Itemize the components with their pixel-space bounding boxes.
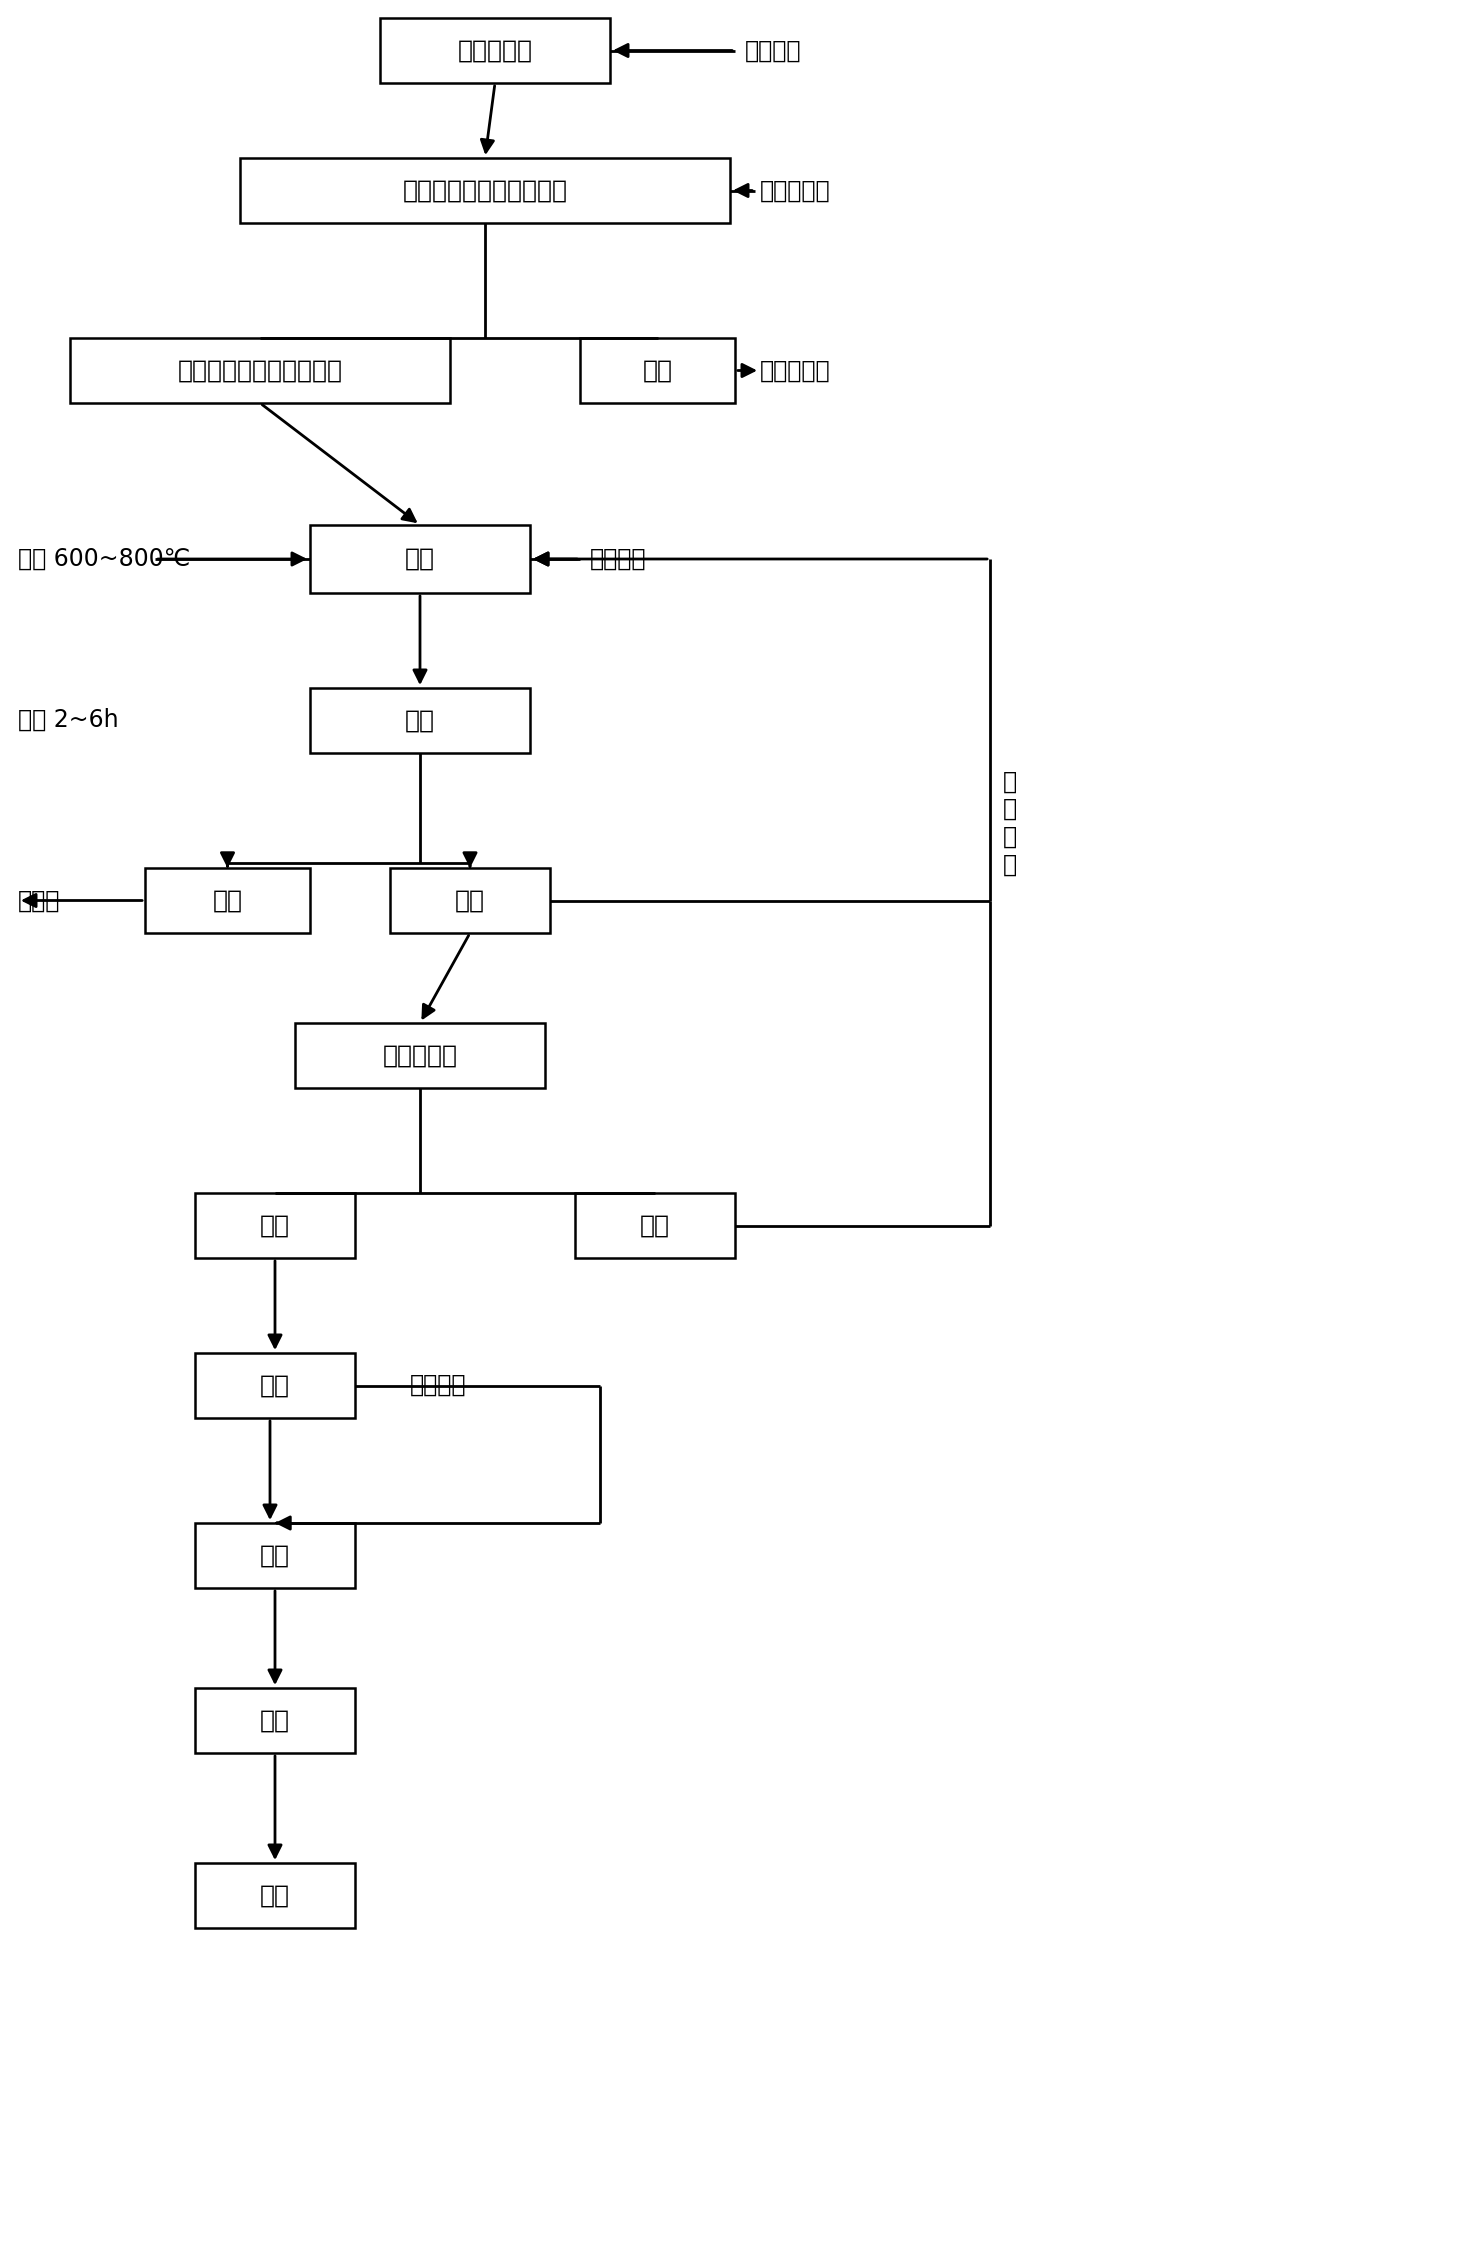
Text: 废旧锂电池: 废旧锂电池 bbox=[458, 38, 533, 63]
Bar bbox=[310, 525, 530, 592]
Bar bbox=[580, 339, 735, 404]
Text: 碱浸、过滤: 碱浸、过滤 bbox=[760, 179, 831, 204]
Text: 滤液: 滤液 bbox=[213, 888, 242, 913]
Bar bbox=[195, 1193, 356, 1258]
Bar bbox=[310, 689, 530, 754]
Bar bbox=[576, 1193, 735, 1258]
Text: 钴粉: 钴粉 bbox=[260, 1884, 289, 1907]
Text: 焙烧: 焙烧 bbox=[404, 547, 435, 572]
Text: 合成: 合成 bbox=[260, 1543, 289, 1568]
Bar bbox=[295, 1023, 545, 1088]
Text: 物理拆解: 物理拆解 bbox=[745, 38, 801, 63]
Text: 滤液: 滤液 bbox=[260, 1213, 289, 1238]
Text: 滤液: 滤液 bbox=[642, 359, 673, 384]
Text: 回收氧化铝: 回收氧化铝 bbox=[760, 359, 831, 384]
Text: 还原和酸溶: 还原和酸溶 bbox=[382, 1043, 458, 1068]
Text: 萃取: 萃取 bbox=[260, 1373, 289, 1397]
Bar bbox=[195, 1864, 356, 1929]
Text: 时间 2~6h: 时间 2~6h bbox=[18, 709, 118, 731]
Bar bbox=[195, 1689, 356, 1754]
Text: 返
回
焙
烧: 返 回 焙 烧 bbox=[1002, 769, 1017, 877]
Bar bbox=[195, 1353, 356, 1418]
Bar bbox=[145, 868, 310, 933]
Text: 滤渣: 滤渣 bbox=[455, 888, 486, 913]
Bar bbox=[69, 339, 450, 404]
Text: 滤渣: 滤渣 bbox=[641, 1213, 670, 1238]
Bar bbox=[241, 157, 731, 222]
Bar bbox=[379, 18, 610, 83]
Text: 碳酸氢铵: 碳酸氢铵 bbox=[410, 1373, 466, 1397]
Text: 回收锂: 回收锂 bbox=[18, 888, 61, 913]
Text: 负载有钴酸锂的正极材料: 负载有钴酸锂的正极材料 bbox=[403, 179, 567, 202]
Text: 水洗: 水洗 bbox=[404, 709, 435, 733]
Text: 温度 600~800℃: 温度 600~800℃ bbox=[18, 547, 190, 572]
Bar bbox=[390, 868, 551, 933]
Text: 加硫酸盐: 加硫酸盐 bbox=[590, 547, 646, 572]
Text: 还原: 还原 bbox=[260, 1709, 289, 1732]
Bar bbox=[195, 1523, 356, 1588]
Text: 含钴酸锂的黑色固体物料: 含钴酸锂的黑色固体物料 bbox=[177, 359, 342, 384]
